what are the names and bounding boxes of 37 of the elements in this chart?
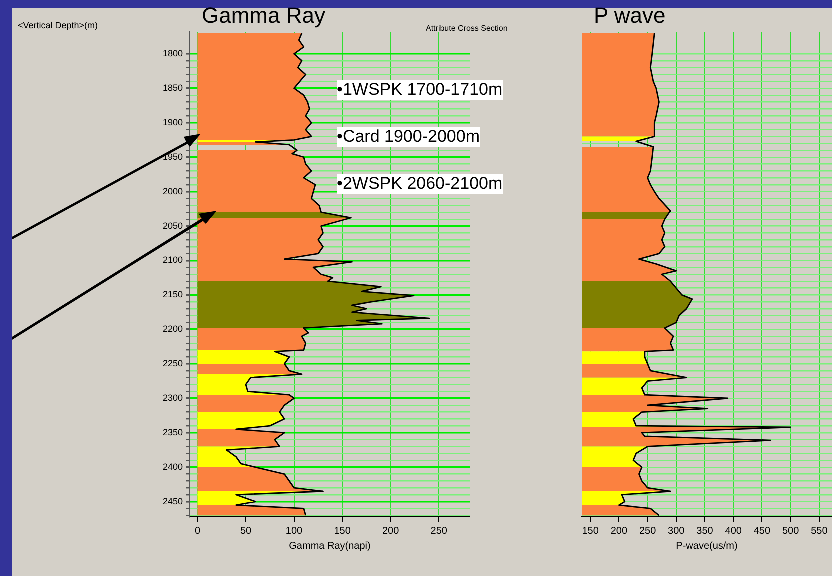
y-tick-label: 2200 [162, 324, 183, 334]
annotation: •1WSPK 1700-1710m [337, 80, 503, 100]
annotation: •Card 1900-2000m [337, 127, 480, 147]
x-tick-label: 350 [696, 526, 714, 537]
y-tick-label: 1800 [162, 48, 183, 59]
y-tick-label: 2300 [162, 392, 183, 403]
x-tick-label: 0 [194, 526, 201, 537]
x-tick-label: 400 [725, 526, 742, 537]
x-axis-title: Gamma Ray(napi) [289, 540, 371, 552]
x-tick-label: 550 [811, 526, 828, 537]
x-tick-label: 450 [754, 526, 771, 537]
y-tick-label: 1850 [162, 82, 183, 93]
x-tick-label: 300 [668, 526, 686, 537]
x-axis-title: P-wave(us/m) [676, 540, 738, 552]
y-tick-label: 2350 [162, 427, 183, 438]
x-tick-label: 150 [334, 526, 352, 537]
annotation: Attribute Cross Section [426, 24, 508, 33]
x-tick-label: 200 [610, 526, 628, 537]
x-tick-label: 500 [782, 526, 800, 537]
y-tick-label: 1900 [162, 117, 183, 128]
y-tick-label: 2000 [162, 186, 183, 196]
y-tick-label: 2050 [162, 220, 183, 231]
annotation: •2WSPK 2060-2100m [337, 174, 503, 194]
x-tick-label: 50 [240, 526, 252, 537]
y-tick-label: 2150 [162, 290, 183, 300]
x-tick-label: 250 [430, 526, 448, 537]
y-tick-label: 2400 [162, 462, 183, 472]
x-tick-label: 200 [382, 526, 400, 537]
x-tick-label: 250 [639, 526, 657, 537]
x-tick-label: 100 [286, 526, 304, 537]
chart-title: P wave [594, 3, 666, 28]
y-tick-label: 2450 [162, 496, 183, 506]
x-tick-label: 150 [582, 526, 600, 537]
y-axis-title: <Vertical Depth>(m) [18, 20, 98, 30]
chart-title: Gamma Ray [202, 3, 326, 28]
y-tick-label: 2100 [162, 255, 183, 266]
y-tick-label: 2250 [162, 358, 183, 369]
